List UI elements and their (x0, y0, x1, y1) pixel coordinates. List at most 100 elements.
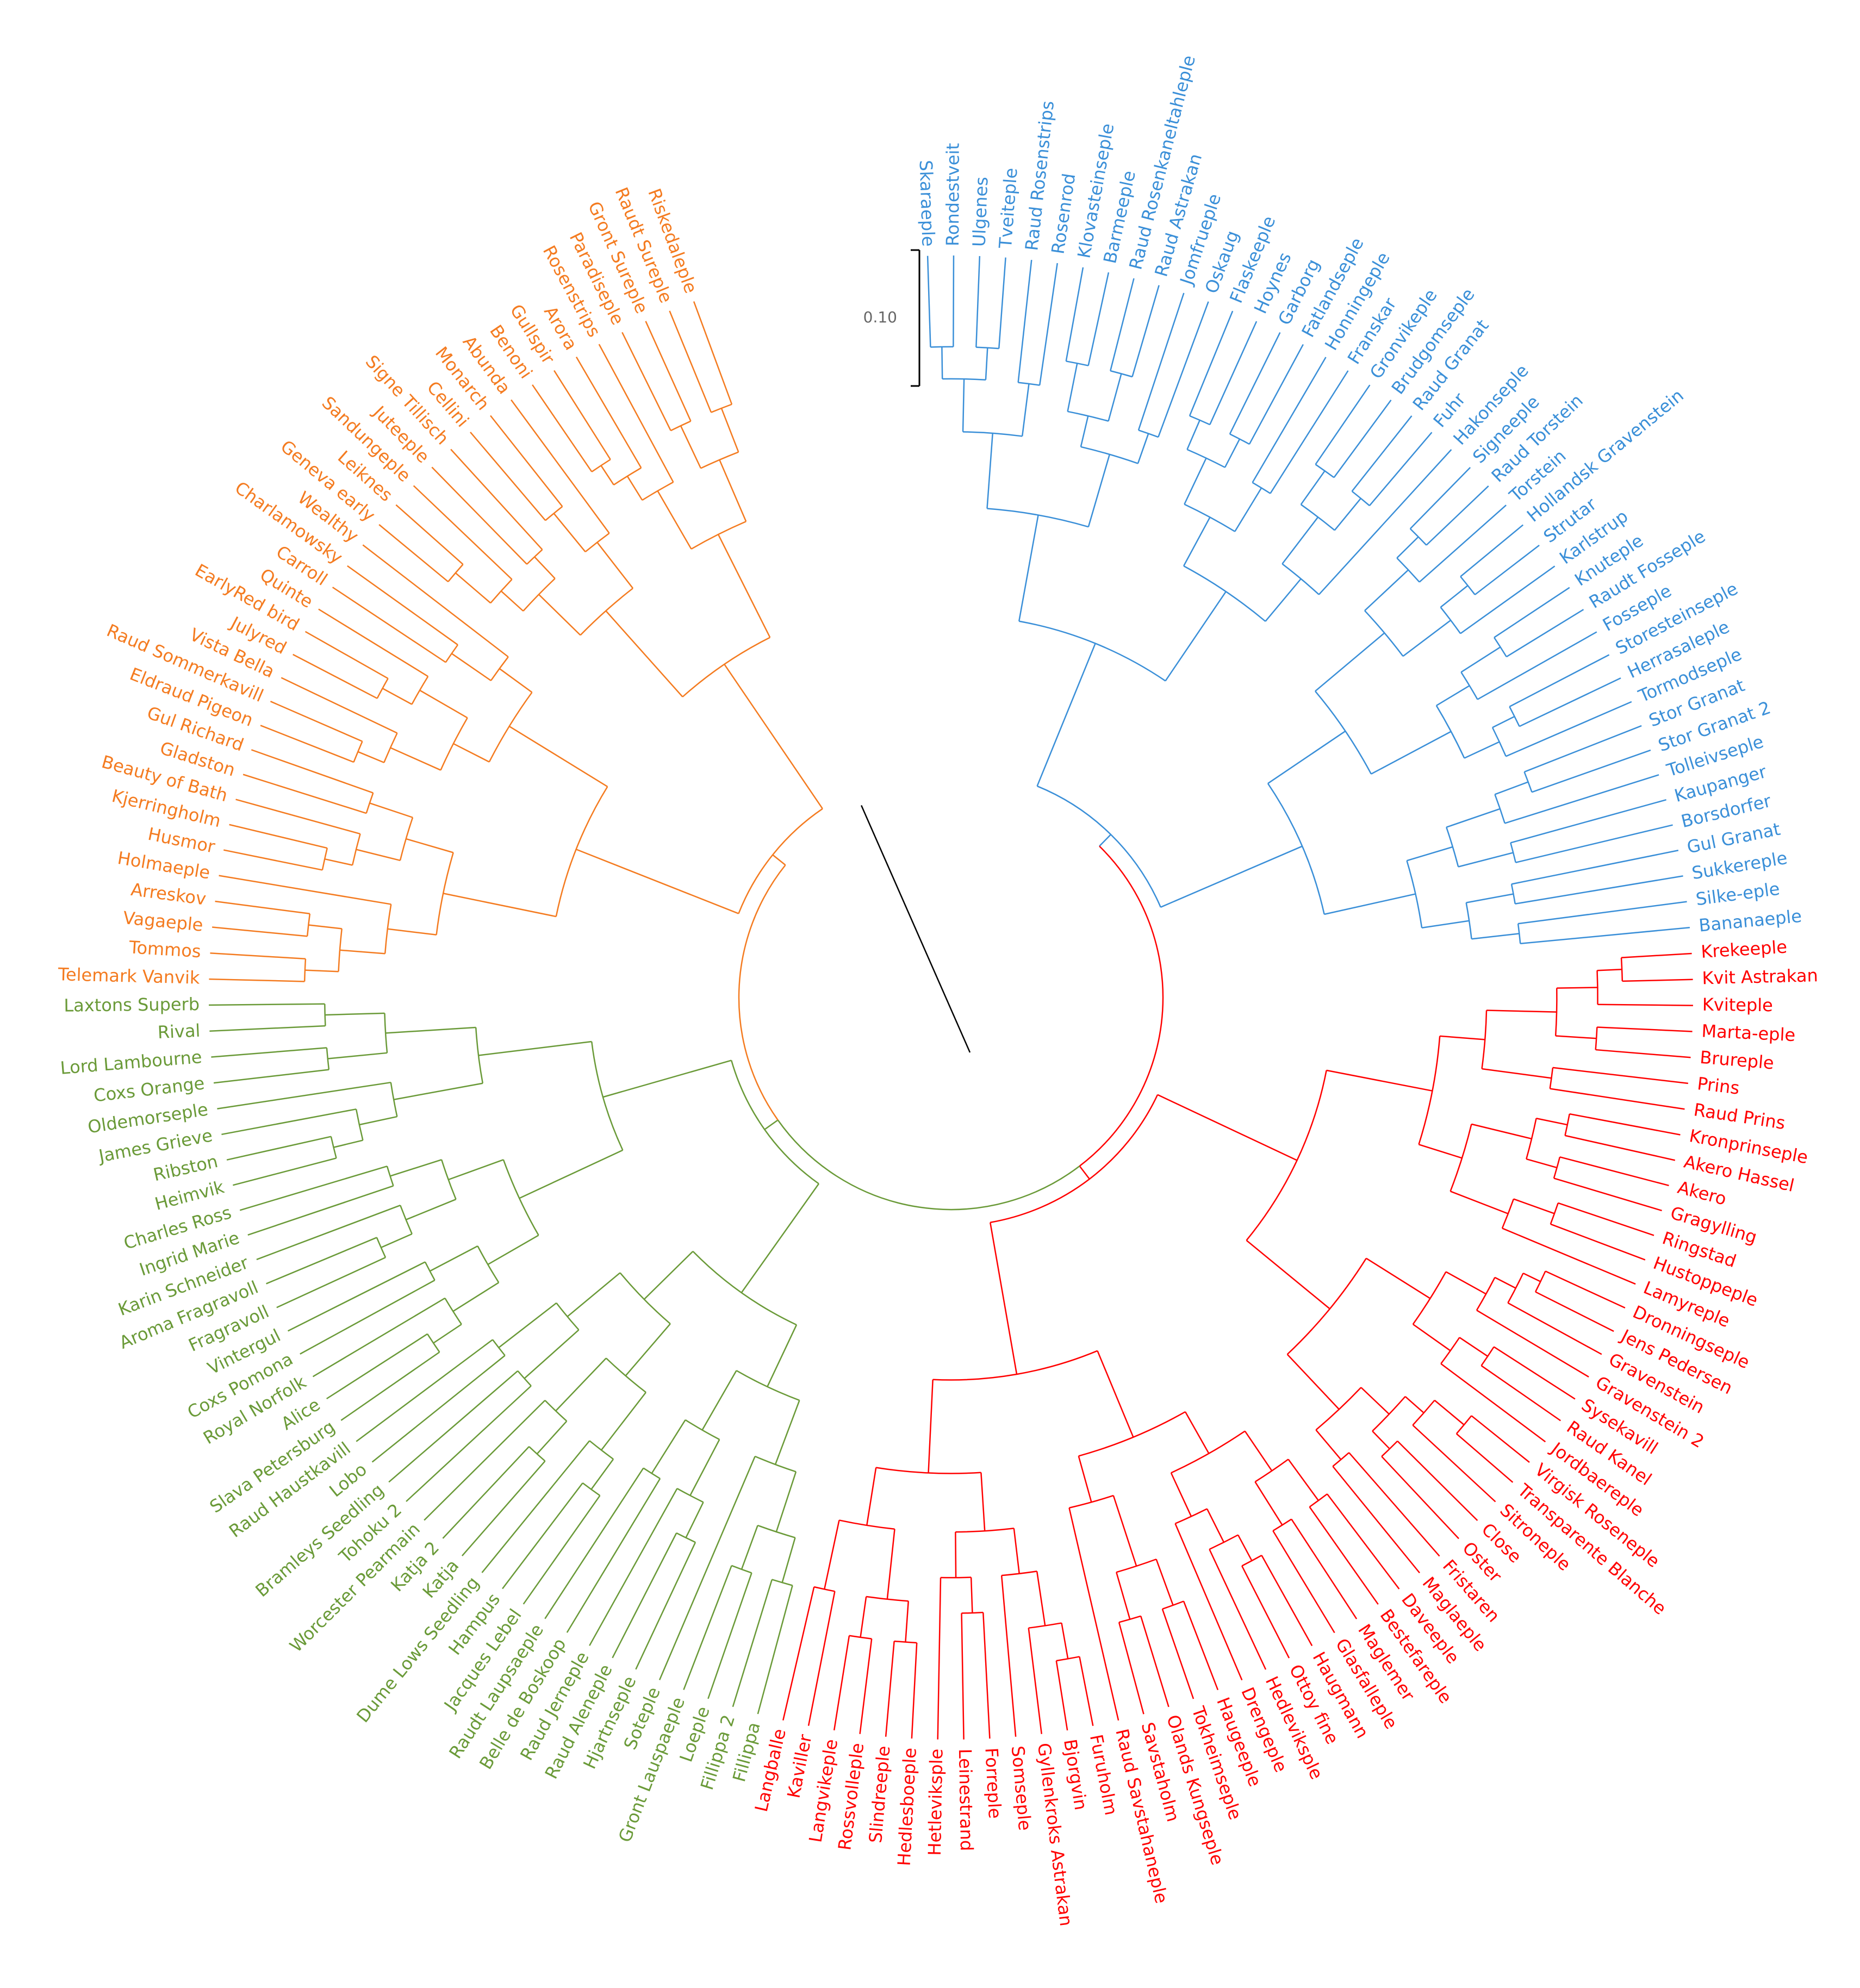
branch (732, 1579, 773, 1707)
branch (1332, 1466, 1420, 1574)
branch (1520, 926, 1690, 945)
branch (1315, 1429, 1342, 1460)
branch (575, 357, 642, 469)
branch (1552, 1067, 1688, 1085)
branch (1161, 1609, 1195, 1699)
branch (1371, 731, 1452, 775)
leaf-label: Kviteple (1702, 994, 1773, 1015)
branch (502, 1482, 583, 1590)
branch (384, 904, 392, 954)
branch (461, 1460, 546, 1556)
branch (605, 610, 683, 697)
branch (764, 1119, 779, 1130)
branch (440, 1159, 457, 1200)
branch (937, 1577, 942, 1740)
branch (1158, 301, 1209, 438)
leaf-label: Prins (1696, 1073, 1741, 1099)
branch (1368, 432, 1433, 506)
branch (1140, 1616, 1170, 1707)
branch (1460, 524, 1524, 577)
branch (625, 1323, 671, 1376)
branch (1118, 1622, 1144, 1715)
branch (369, 802, 413, 818)
branch (1170, 1472, 1192, 1517)
branch (1360, 1387, 1390, 1415)
branch (1272, 1530, 1335, 1634)
leaf-label: Krekeeple (1700, 937, 1788, 962)
branch (600, 465, 614, 485)
branch (312, 1297, 446, 1378)
branch (327, 1052, 388, 1060)
branch (928, 1379, 934, 1473)
leaf-label: Tommos (128, 937, 201, 962)
branch (1099, 834, 1111, 847)
branch (385, 1026, 476, 1034)
branch (1622, 979, 1693, 982)
branch (680, 425, 702, 469)
branch (1515, 875, 1683, 905)
branch (886, 1529, 895, 1599)
branch (215, 900, 310, 915)
branch (1265, 578, 1302, 622)
branch (498, 1302, 557, 1349)
branch (1522, 1273, 1541, 1282)
branch (1286, 1258, 1367, 1355)
branch (308, 924, 342, 930)
branch (555, 1357, 607, 1412)
branch (395, 504, 464, 565)
branch (1013, 1528, 1020, 1574)
branch (1413, 1323, 1451, 1351)
branch (1455, 1433, 1514, 1483)
branch (1000, 1575, 1017, 1737)
branch (1397, 1441, 1478, 1521)
leaf-label: Arreskov (129, 879, 207, 909)
branch (1504, 774, 1659, 824)
leaf-label: Lord Lambourne (59, 1046, 202, 1079)
leaf-label: Ulgenes (969, 176, 992, 247)
scale-bar-label: 0.10 (863, 308, 897, 326)
branch (447, 564, 464, 582)
branch (455, 572, 492, 604)
branch (833, 1635, 850, 1731)
branch (976, 346, 999, 350)
branch (782, 1586, 815, 1721)
branch (980, 1472, 986, 1531)
branch (544, 1467, 644, 1619)
branch (1477, 631, 1597, 700)
branch (210, 952, 306, 960)
branch (1396, 536, 1419, 559)
branch (433, 1324, 462, 1344)
branch (357, 751, 384, 763)
branch (1224, 438, 1241, 468)
branch (413, 485, 513, 580)
branch (567, 1272, 621, 1317)
branch (942, 378, 986, 381)
branch (1157, 1094, 1298, 1161)
leaf-label: Akero (1676, 1177, 1729, 1210)
branch (553, 370, 611, 460)
branch (1519, 677, 1621, 727)
branch (998, 257, 1006, 349)
branch (1506, 609, 1584, 658)
branch (519, 1149, 623, 1199)
branch (399, 817, 414, 861)
branch (717, 534, 771, 638)
branch (1493, 1346, 1576, 1400)
branch (1018, 382, 1040, 386)
branch (1315, 632, 1385, 692)
branch (1261, 1555, 1313, 1647)
branch (1348, 1452, 1440, 1557)
branch (452, 1282, 499, 1312)
branch (1419, 1144, 1463, 1159)
branch (386, 1166, 394, 1186)
branch (1464, 741, 1500, 759)
branch (1116, 1559, 1157, 1573)
branch (365, 793, 374, 814)
branch (1440, 1337, 1460, 1364)
branch (431, 466, 527, 565)
branch (576, 849, 739, 914)
leaf-label: Skaraeple (916, 160, 939, 247)
branch (381, 1233, 413, 1249)
branch (990, 1094, 1159, 1223)
branch (318, 608, 428, 677)
